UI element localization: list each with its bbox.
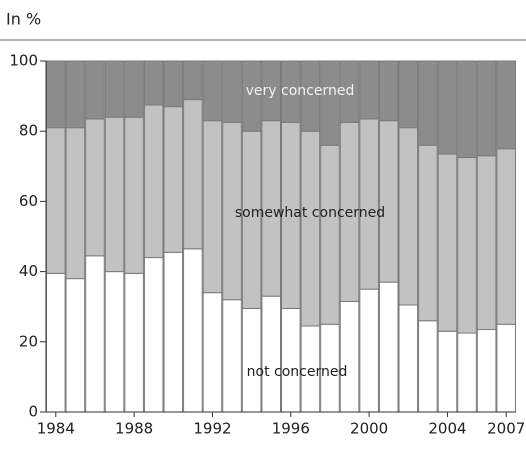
x-tick-label: 2000 bbox=[350, 420, 388, 438]
bar-segment bbox=[222, 299, 242, 413]
y-tick-label: 80 bbox=[19, 122, 38, 140]
bar-segment bbox=[398, 60, 419, 129]
bar-segment bbox=[378, 281, 399, 413]
bar-segment bbox=[398, 127, 419, 306]
bar-segment bbox=[437, 60, 458, 155]
y-tick-label: 40 bbox=[19, 262, 38, 280]
bar-segment bbox=[202, 60, 223, 122]
bar-segment bbox=[183, 99, 203, 250]
bar-segment bbox=[398, 304, 419, 413]
bar-segment bbox=[339, 60, 360, 123]
bar-segment bbox=[418, 144, 438, 322]
bar-segment bbox=[124, 272, 144, 413]
bar-segment bbox=[300, 130, 321, 327]
bar-segment bbox=[496, 148, 516, 325]
bar-segment bbox=[46, 127, 66, 274]
x-tick-label: 2007 bbox=[487, 420, 525, 438]
bar-segment bbox=[359, 288, 379, 413]
bar-segment bbox=[104, 116, 125, 273]
bar-segment bbox=[261, 295, 281, 413]
bar-segment bbox=[202, 120, 223, 294]
bar-segment bbox=[65, 278, 86, 413]
bar-segment bbox=[183, 60, 203, 101]
bar-segment bbox=[222, 60, 242, 123]
y-tick-label: 100 bbox=[9, 52, 38, 70]
bar-segment bbox=[143, 104, 164, 259]
bar-segment bbox=[320, 60, 340, 146]
bar-segment bbox=[85, 60, 105, 120]
series-label: somewhat concerned bbox=[235, 205, 385, 221]
bar-segment bbox=[104, 271, 125, 413]
bar-segment bbox=[85, 118, 105, 257]
bar-segment bbox=[163, 106, 184, 253]
bar-segment bbox=[457, 60, 477, 159]
bar-segment bbox=[143, 257, 164, 413]
bar-segment bbox=[496, 323, 516, 413]
y-tick-label: 0 bbox=[28, 403, 38, 421]
x-tick-label: 1984 bbox=[37, 420, 75, 438]
bar-segment bbox=[476, 329, 497, 413]
bar-segment bbox=[85, 255, 105, 413]
bar-segment bbox=[300, 60, 321, 132]
bar-segment bbox=[124, 60, 144, 118]
x-tick-label: 1996 bbox=[272, 420, 310, 438]
bar-segment bbox=[476, 155, 497, 331]
bar-segment bbox=[65, 60, 86, 129]
bar-segment bbox=[104, 60, 125, 118]
bar-segment bbox=[163, 60, 184, 108]
chart-subtitle: In % bbox=[6, 10, 41, 29]
bar-segment bbox=[418, 60, 438, 146]
bar-segment bbox=[46, 272, 66, 413]
bar-segment bbox=[476, 60, 497, 157]
bar-segment bbox=[437, 330, 458, 413]
x-tick-label: 1988 bbox=[115, 420, 153, 438]
y-tick-label: 60 bbox=[19, 192, 38, 210]
bar-segment bbox=[281, 307, 301, 413]
bar-segment bbox=[378, 120, 399, 283]
bar-segment bbox=[457, 332, 477, 413]
series-label: very concerned bbox=[246, 83, 355, 99]
bar-segment bbox=[143, 60, 164, 106]
bar-segment bbox=[281, 60, 301, 123]
bar-segment bbox=[46, 60, 66, 129]
bar-segment bbox=[163, 251, 184, 413]
bar-segment bbox=[183, 248, 203, 413]
bar-segment bbox=[241, 307, 262, 413]
x-tick-label: 1992 bbox=[193, 420, 231, 438]
bar-segment bbox=[418, 320, 438, 413]
bar-segment bbox=[437, 153, 458, 332]
x-tick-label: 2004 bbox=[428, 420, 466, 438]
bar-segment bbox=[261, 60, 281, 122]
bar-segment bbox=[378, 60, 399, 122]
bar-segment bbox=[359, 60, 379, 120]
y-tick-label: 20 bbox=[19, 332, 38, 350]
bar-segment bbox=[320, 144, 340, 325]
bar-segment bbox=[496, 60, 516, 150]
series-label: not concerned bbox=[247, 364, 348, 380]
bar-segment bbox=[339, 300, 360, 413]
bar-segment bbox=[241, 60, 262, 132]
bar-segment bbox=[124, 116, 144, 274]
bar-segment bbox=[202, 292, 223, 413]
bar-segment bbox=[65, 127, 86, 280]
bar-segment bbox=[457, 157, 477, 334]
